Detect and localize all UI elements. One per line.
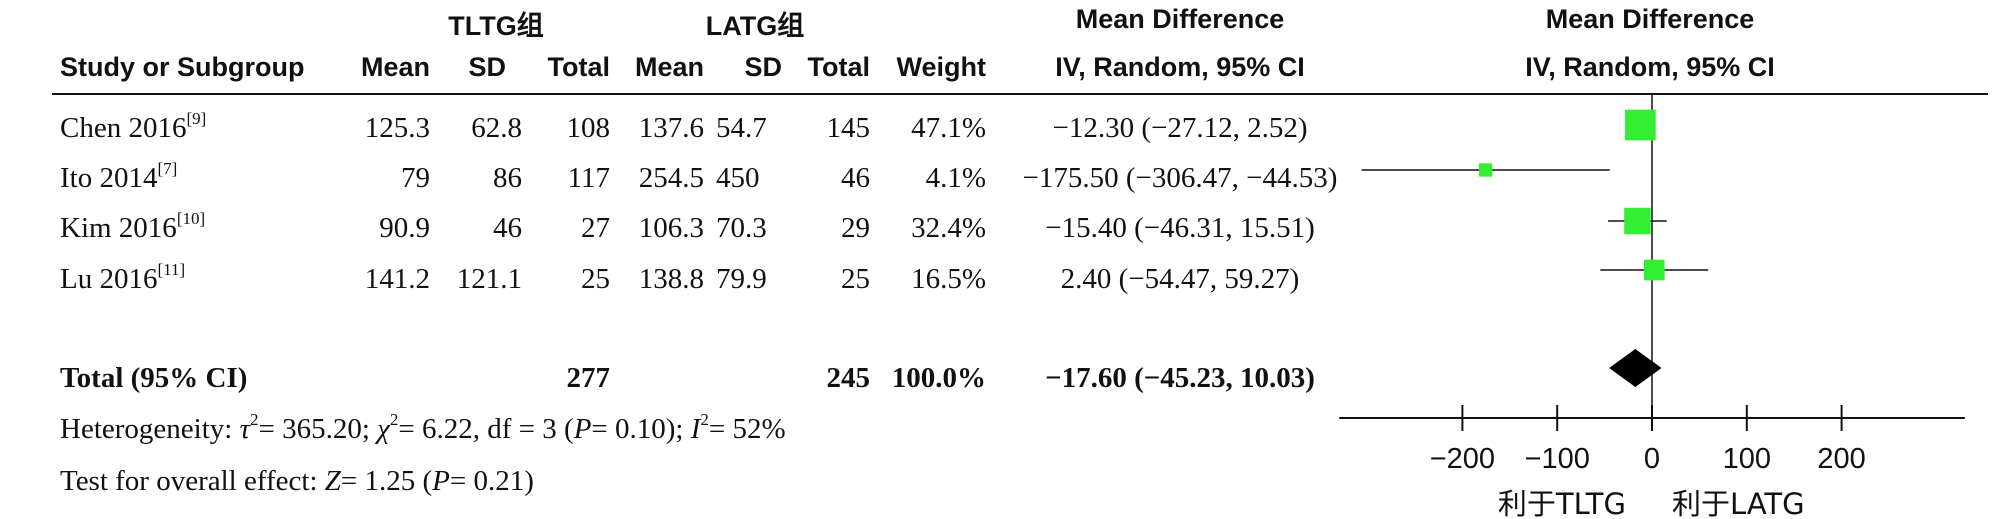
cell-weight: 47.1%: [911, 112, 986, 144]
het-chi-sup: 2: [389, 410, 399, 429]
study-ref: [11]: [157, 260, 186, 279]
study-name-text: Lu 2016: [60, 263, 158, 295]
pooled-diamond: [1609, 349, 1662, 387]
cell-exp-total: 25: [581, 263, 610, 295]
study-marker: [1624, 207, 1651, 235]
x-tick-label: 200: [1817, 443, 1865, 475]
het-chi-val: = 6.22, df = 3 (: [398, 413, 574, 445]
cell-ci: −12.30 (−27.12, 2.52): [1052, 112, 1308, 144]
cell-ci: −15.40 (−46.31, 15.51): [1045, 212, 1315, 244]
total-weight: 100.0%: [891, 362, 986, 394]
study-ref: [7]: [157, 159, 178, 178]
cell-weight: 16.5%: [911, 263, 986, 295]
cell-exp-sd: 86: [493, 162, 522, 194]
overall-p: P: [432, 465, 450, 497]
het-tau: τ: [239, 413, 250, 445]
cell-ctrl-sd: 54.7: [716, 112, 767, 144]
cell-exp-mean: 125.3: [364, 112, 430, 144]
cell-exp-total: 27: [581, 212, 610, 244]
cell-ci: −175.50 (−306.47, −44.53): [1022, 162, 1338, 194]
cell-ctrl-total: 25: [841, 263, 870, 295]
header-md-top: Mean Difference: [1075, 4, 1285, 34]
cell-ctrl-mean: 106.3: [638, 212, 704, 244]
cell-ctrl-sd: 450: [716, 162, 760, 194]
cell-weight: 32.4%: [911, 212, 986, 244]
study-name: Ito 2014[7]: [60, 159, 178, 195]
cell-exp-total: 117: [567, 162, 610, 194]
header-ctrl-total: Total: [807, 52, 871, 82]
het-tau-val: = 365.20;: [258, 413, 378, 445]
study-name: Lu 2016[11]: [60, 260, 186, 296]
study-name: Kim 2016[10]: [60, 209, 206, 245]
study-ref: [9]: [186, 109, 207, 128]
het-p-val: = 0.10);: [591, 413, 691, 445]
cell-exp-mean: 90.9: [379, 212, 430, 244]
header-group-latg: LATG组: [705, 11, 805, 41]
cell-ctrl-total: 46: [841, 162, 870, 194]
header-rule: [52, 93, 1988, 95]
header-exp-sd: SD: [468, 52, 506, 82]
cell-exp-total: 108: [566, 112, 611, 144]
header-ctrl-mean: Mean: [634, 52, 704, 82]
cell-exp-sd: 46: [493, 212, 522, 244]
header-study: Study or Subgroup: [60, 52, 305, 82]
het-prefix: Heterogeneity:: [60, 413, 240, 445]
cell-ci: 2.40 (−54.47, 59.27): [1060, 263, 1300, 295]
het-i-val: = 52%: [708, 413, 786, 445]
het-chi: χ: [377, 413, 390, 445]
total-label: Total (95% CI): [60, 362, 248, 394]
x-tick-label: 100: [1723, 443, 1771, 475]
overall-effect-text: Test for overall effect: Z= 1.25 (P= 0.2…: [60, 465, 534, 498]
study-marker: [1624, 109, 1656, 141]
study-name: Chen 2016[9]: [60, 109, 207, 145]
overall-z-val: = 1.25 (: [340, 465, 433, 497]
het-tau-sup: 2: [249, 410, 259, 429]
study-ref: [10]: [176, 209, 206, 228]
header-plot-bottom: IV, Random, 95% CI: [1525, 52, 1775, 82]
header-weight: Weight: [896, 52, 987, 82]
header-plot-top: Mean Difference: [1545, 4, 1755, 34]
cell-ctrl-mean: 254.5: [638, 162, 704, 194]
x-tick-label: 0: [1644, 443, 1660, 475]
het-i-sup: 2: [700, 410, 709, 429]
header-ctrl-sd: SD: [744, 52, 782, 82]
study-name-text: Ito 2014: [60, 162, 158, 194]
favours-right-label: 利于LATG: [1672, 487, 1805, 519]
cell-exp-sd: 62.8: [471, 112, 522, 144]
header-md-bottom: IV, Random, 95% CI: [1055, 52, 1305, 82]
overall-p-val: = 0.21): [449, 465, 534, 497]
cell-ctrl-mean: 138.8: [638, 263, 704, 295]
header-exp-total: Total: [547, 52, 611, 82]
study-name-text: Chen 2016: [60, 112, 187, 144]
het-p: P: [573, 413, 592, 445]
cell-ctrl-total: 145: [826, 112, 871, 144]
header-group-tltg: TLTG组: [448, 11, 544, 41]
cell-exp-sd: 121.1: [456, 263, 522, 295]
overall-z: Z: [324, 465, 341, 497]
header-exp-mean: Mean: [360, 52, 430, 82]
x-tick-label: −200: [1430, 443, 1495, 475]
cell-weight: 4.1%: [925, 162, 986, 194]
favours-left-label: 利于TLTG: [1498, 487, 1626, 519]
total-ctrl: 245: [826, 362, 871, 394]
heterogeneity-text: Heterogeneity: τ2= 365.20; χ2= 6.22, df …: [60, 410, 786, 446]
cell-exp-mean: 79: [401, 162, 430, 194]
x-tick-label: −100: [1525, 443, 1590, 475]
total-exp: 277: [566, 362, 611, 394]
cell-ctrl-total: 29: [841, 212, 870, 244]
cell-ctrl-mean: 137.6: [638, 112, 704, 144]
study-name-text: Kim 2016: [60, 212, 177, 244]
cell-ctrl-sd: 70.3: [716, 212, 767, 244]
study-marker: [1643, 259, 1665, 281]
overall-prefix: Test for overall effect:: [60, 465, 325, 497]
cell-exp-mean: 141.2: [364, 263, 430, 295]
cell-ctrl-sd: 79.9: [716, 263, 767, 295]
total-ci: −17.60 (−45.23, 10.03): [1045, 362, 1315, 394]
study-marker: [1478, 163, 1493, 177]
het-i: I: [690, 413, 701, 445]
